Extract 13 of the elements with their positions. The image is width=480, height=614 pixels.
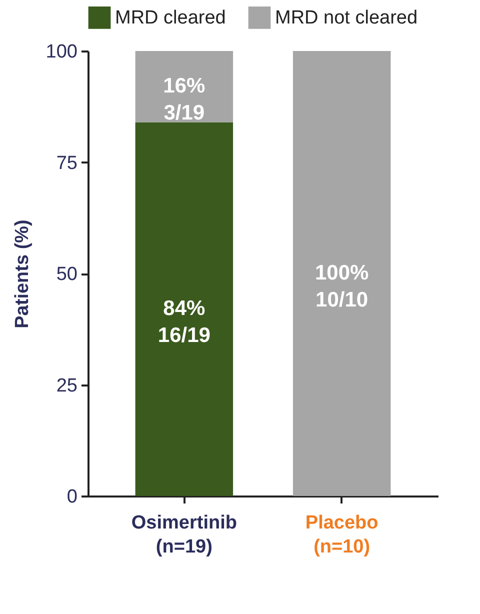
legend-label: MRD cleared (115, 8, 226, 29)
data-label: 16% 3/19 (163, 74, 206, 125)
y-axis-title: Patients (%) (12, 220, 33, 328)
data-label: 100% 10/10 (314, 262, 370, 312)
data-label: 84% 16/19 (158, 297, 210, 348)
x-tick-label: Placebo (n=10) (305, 512, 378, 558)
y-tick-label: 25 (56, 375, 78, 396)
legend-label: MRD not cleared (275, 8, 418, 29)
x-tick-label: Osimertinib (n=19) (131, 512, 237, 558)
y-tick-label: 0 (66, 486, 78, 508)
y-tick-label: 100 (46, 42, 78, 62)
y-tick-label: 50 (56, 264, 78, 285)
y-tick-label: 75 (56, 152, 78, 174)
